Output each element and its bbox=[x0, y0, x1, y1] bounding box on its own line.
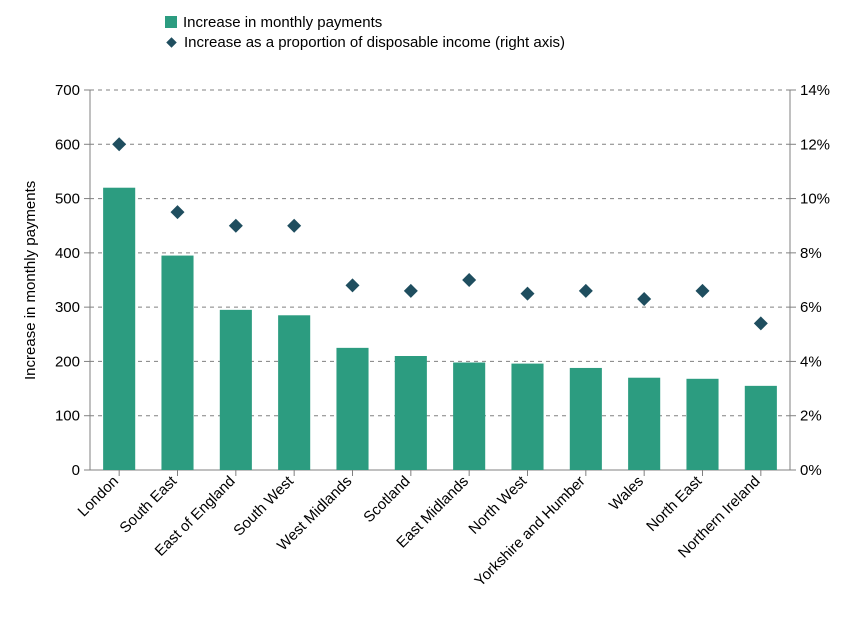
diamond-marker bbox=[287, 219, 301, 233]
gridlines bbox=[90, 90, 790, 416]
diamond-icon bbox=[165, 36, 178, 49]
diamond-marker bbox=[229, 219, 243, 233]
legend-label: Increase as a proportion of disposable i… bbox=[184, 34, 565, 51]
diamond-marker bbox=[404, 284, 418, 298]
x-category-label: London bbox=[75, 473, 122, 520]
diamond-marker bbox=[579, 284, 593, 298]
legend-item-markers: Increase as a proportion of disposable i… bbox=[165, 32, 565, 52]
svg-text:4%: 4% bbox=[800, 353, 822, 370]
diamond-marker bbox=[112, 137, 126, 151]
chart-svg: 0 100 200 300 400 500 600 700 0% 2% 4% 6% 8% 10% 12% 1… bbox=[0, 0, 848, 632]
x-ticks: LondonSouth EastEast of EnglandSouth Wes… bbox=[75, 470, 764, 590]
diamond-marker bbox=[754, 316, 768, 330]
svg-text:12%: 12% bbox=[800, 136, 830, 153]
svg-text:100: 100 bbox=[55, 408, 80, 425]
svg-text:2%: 2% bbox=[800, 408, 822, 425]
diamond-marker bbox=[521, 287, 535, 301]
diamond-marker bbox=[346, 278, 360, 292]
svg-text:600: 600 bbox=[55, 136, 80, 153]
svg-text:300: 300 bbox=[55, 299, 80, 316]
svg-text:6%: 6% bbox=[800, 299, 822, 316]
bar bbox=[628, 378, 660, 470]
svg-text:700: 700 bbox=[55, 82, 80, 99]
bar bbox=[103, 188, 135, 470]
svg-text:200: 200 bbox=[55, 353, 80, 370]
legend: Increase in monthly payments Increase as… bbox=[165, 12, 565, 52]
y-ticks-left: 0 100 200 300 400 500 600 700 bbox=[55, 82, 90, 479]
bar bbox=[570, 368, 602, 470]
bars bbox=[103, 188, 777, 470]
bar bbox=[453, 363, 485, 470]
bar bbox=[161, 256, 193, 470]
bar bbox=[220, 310, 252, 470]
bar bbox=[278, 315, 310, 470]
bar bbox=[336, 348, 368, 470]
axes bbox=[90, 90, 790, 470]
svg-text:0%: 0% bbox=[800, 462, 822, 479]
x-category-label: Wales bbox=[606, 473, 647, 514]
legend-item-bars: Increase in monthly payments bbox=[165, 12, 565, 32]
bar bbox=[686, 379, 718, 470]
chart-container: Increase in monthly payments Increase as… bbox=[0, 0, 848, 632]
y-ticks-right: 0% 2% 4% 6% 8% 10% 12% 14% bbox=[790, 82, 830, 479]
svg-text:400: 400 bbox=[55, 245, 80, 262]
bar bbox=[511, 364, 543, 470]
legend-label: Increase in monthly payments bbox=[183, 14, 382, 31]
square-icon bbox=[165, 16, 177, 28]
bar bbox=[395, 356, 427, 470]
diamond-marker bbox=[637, 292, 651, 306]
x-category-label: Yorkshire and Humber bbox=[471, 473, 588, 590]
y-axis-label-left: Increase in monthly payments bbox=[22, 181, 39, 380]
x-category-label: Scotland bbox=[360, 473, 413, 526]
x-category-label: North East bbox=[643, 472, 706, 535]
diamond-marker bbox=[462, 273, 476, 287]
markers bbox=[112, 137, 768, 330]
bar bbox=[745, 386, 777, 470]
svg-text:0: 0 bbox=[72, 462, 80, 479]
diamond-marker bbox=[171, 205, 185, 219]
svg-text:10%: 10% bbox=[800, 191, 830, 208]
svg-text:8%: 8% bbox=[800, 245, 822, 262]
svg-text:14%: 14% bbox=[800, 82, 830, 99]
diamond-marker bbox=[696, 284, 710, 298]
svg-text:500: 500 bbox=[55, 191, 80, 208]
